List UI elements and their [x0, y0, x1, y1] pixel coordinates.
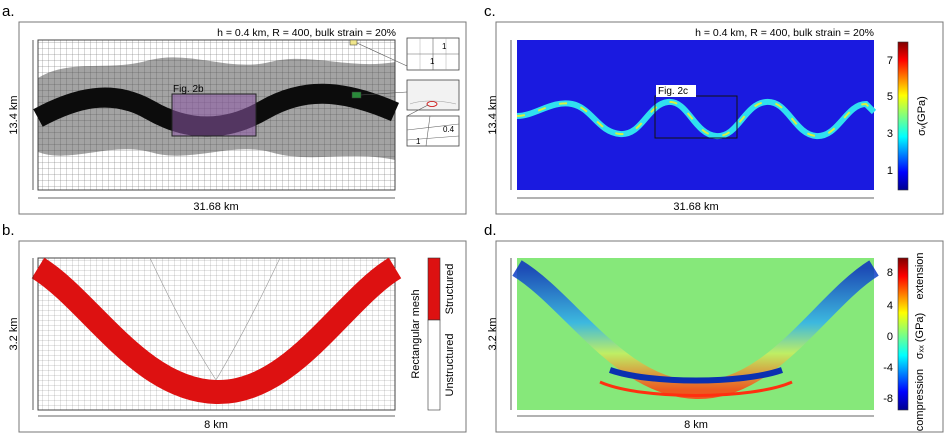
inset-label: 1 [416, 137, 421, 146]
zoom-label-2c: Fig. 2c [658, 86, 688, 97]
panel-d: d. 3.2 km 8 km 8 4 0 -4 -8 σₓₓ (GPa) ext… [484, 222, 944, 433]
panel-c-letter: c. [484, 3, 496, 20]
panel-b-height: 3.2 km [8, 317, 20, 350]
colorbar-c-tick: 1 [887, 165, 893, 177]
zoom-label-2b: Fig. 2b [173, 84, 204, 95]
colorbar-d-tick: -8 [883, 393, 893, 405]
zoom-label-bg [656, 85, 696, 97]
panel-b-letter: b. [2, 222, 15, 239]
inset-label: 1 [430, 57, 435, 66]
legend-unstructured-label: Unstructured [444, 334, 456, 397]
panel-d-letter: d. [484, 222, 497, 239]
panel-b: b. 3.2 km 8 km Rectangular mesh Structur… [2, 222, 467, 433]
panel-d-width: 8 km [684, 419, 708, 431]
panel-c: c. h = 0.4 km, R = 400, bulk strain = 20… [484, 3, 944, 215]
colorbar-d-tick: 4 [887, 300, 893, 312]
colorbar-d-tick: 8 [887, 267, 893, 279]
panel-a-header: h = 0.4 km, R = 400, bulk strain = 20% [217, 27, 396, 39]
colorbar-d-tick: -4 [883, 362, 893, 374]
legend-structured-swatch [427, 257, 441, 321]
panel-a-height: 13.4 km [8, 95, 20, 134]
mesh-fan-lines [59, 257, 371, 396]
colorbar-d [897, 257, 909, 411]
inset-label: 1 [442, 42, 447, 51]
panel-d-height: 3.2 km [487, 317, 499, 350]
inset-structured: 1 1 [406, 37, 460, 71]
inset-connector [360, 91, 408, 96]
colorbar-c-tick: 5 [887, 91, 893, 103]
label-compression: compression [914, 369, 926, 431]
colorbar-c-tick: 7 [887, 55, 893, 67]
colorbar-d-tick: 0 [887, 331, 893, 343]
panel-c-header: h = 0.4 km, R = 400, bulk strain = 20% [695, 27, 874, 39]
inset-layer [406, 79, 460, 111]
panel-c-width: 31.68 km [673, 201, 718, 213]
marker-green [351, 91, 362, 99]
panel-a: a. h = 0.4 km, R = 400, bulk strain = 20… [2, 3, 467, 215]
colorbar-c-title: σᵥ(GPa) [916, 96, 928, 136]
fold-stress-band [512, 260, 879, 400]
panel-b-width: 8 km [204, 419, 228, 431]
label-extension: extension [914, 252, 926, 299]
panel-a-width: 31.68 km [193, 201, 238, 213]
legend-unstructured-swatch [427, 319, 441, 411]
colorbar-c-tick: 3 [887, 128, 893, 140]
zoom-box-2b [171, 93, 257, 137]
stressed-layer-hinges [516, 100, 875, 138]
inset-connector [356, 42, 408, 67]
panel-c-height: 13.4 km [487, 95, 499, 134]
panel-a-letter: a. [2, 3, 15, 20]
inset-connector [406, 104, 429, 117]
colorbar-c [897, 41, 909, 191]
stress-field [517, 40, 874, 190]
inset-unstructured: 0.4 1 [406, 115, 460, 147]
inset-label: 0.4 [443, 125, 455, 134]
legend-structured-label: Structured [444, 264, 456, 315]
structured-layer [31, 257, 402, 405]
legend-title: Rectangular mesh [410, 289, 422, 378]
compression-edge [609, 367, 783, 384]
extension-edge [599, 380, 793, 397]
colorbar-d-title: σₓₓ (GPa) [914, 313, 926, 359]
marker-yellow [349, 39, 358, 46]
